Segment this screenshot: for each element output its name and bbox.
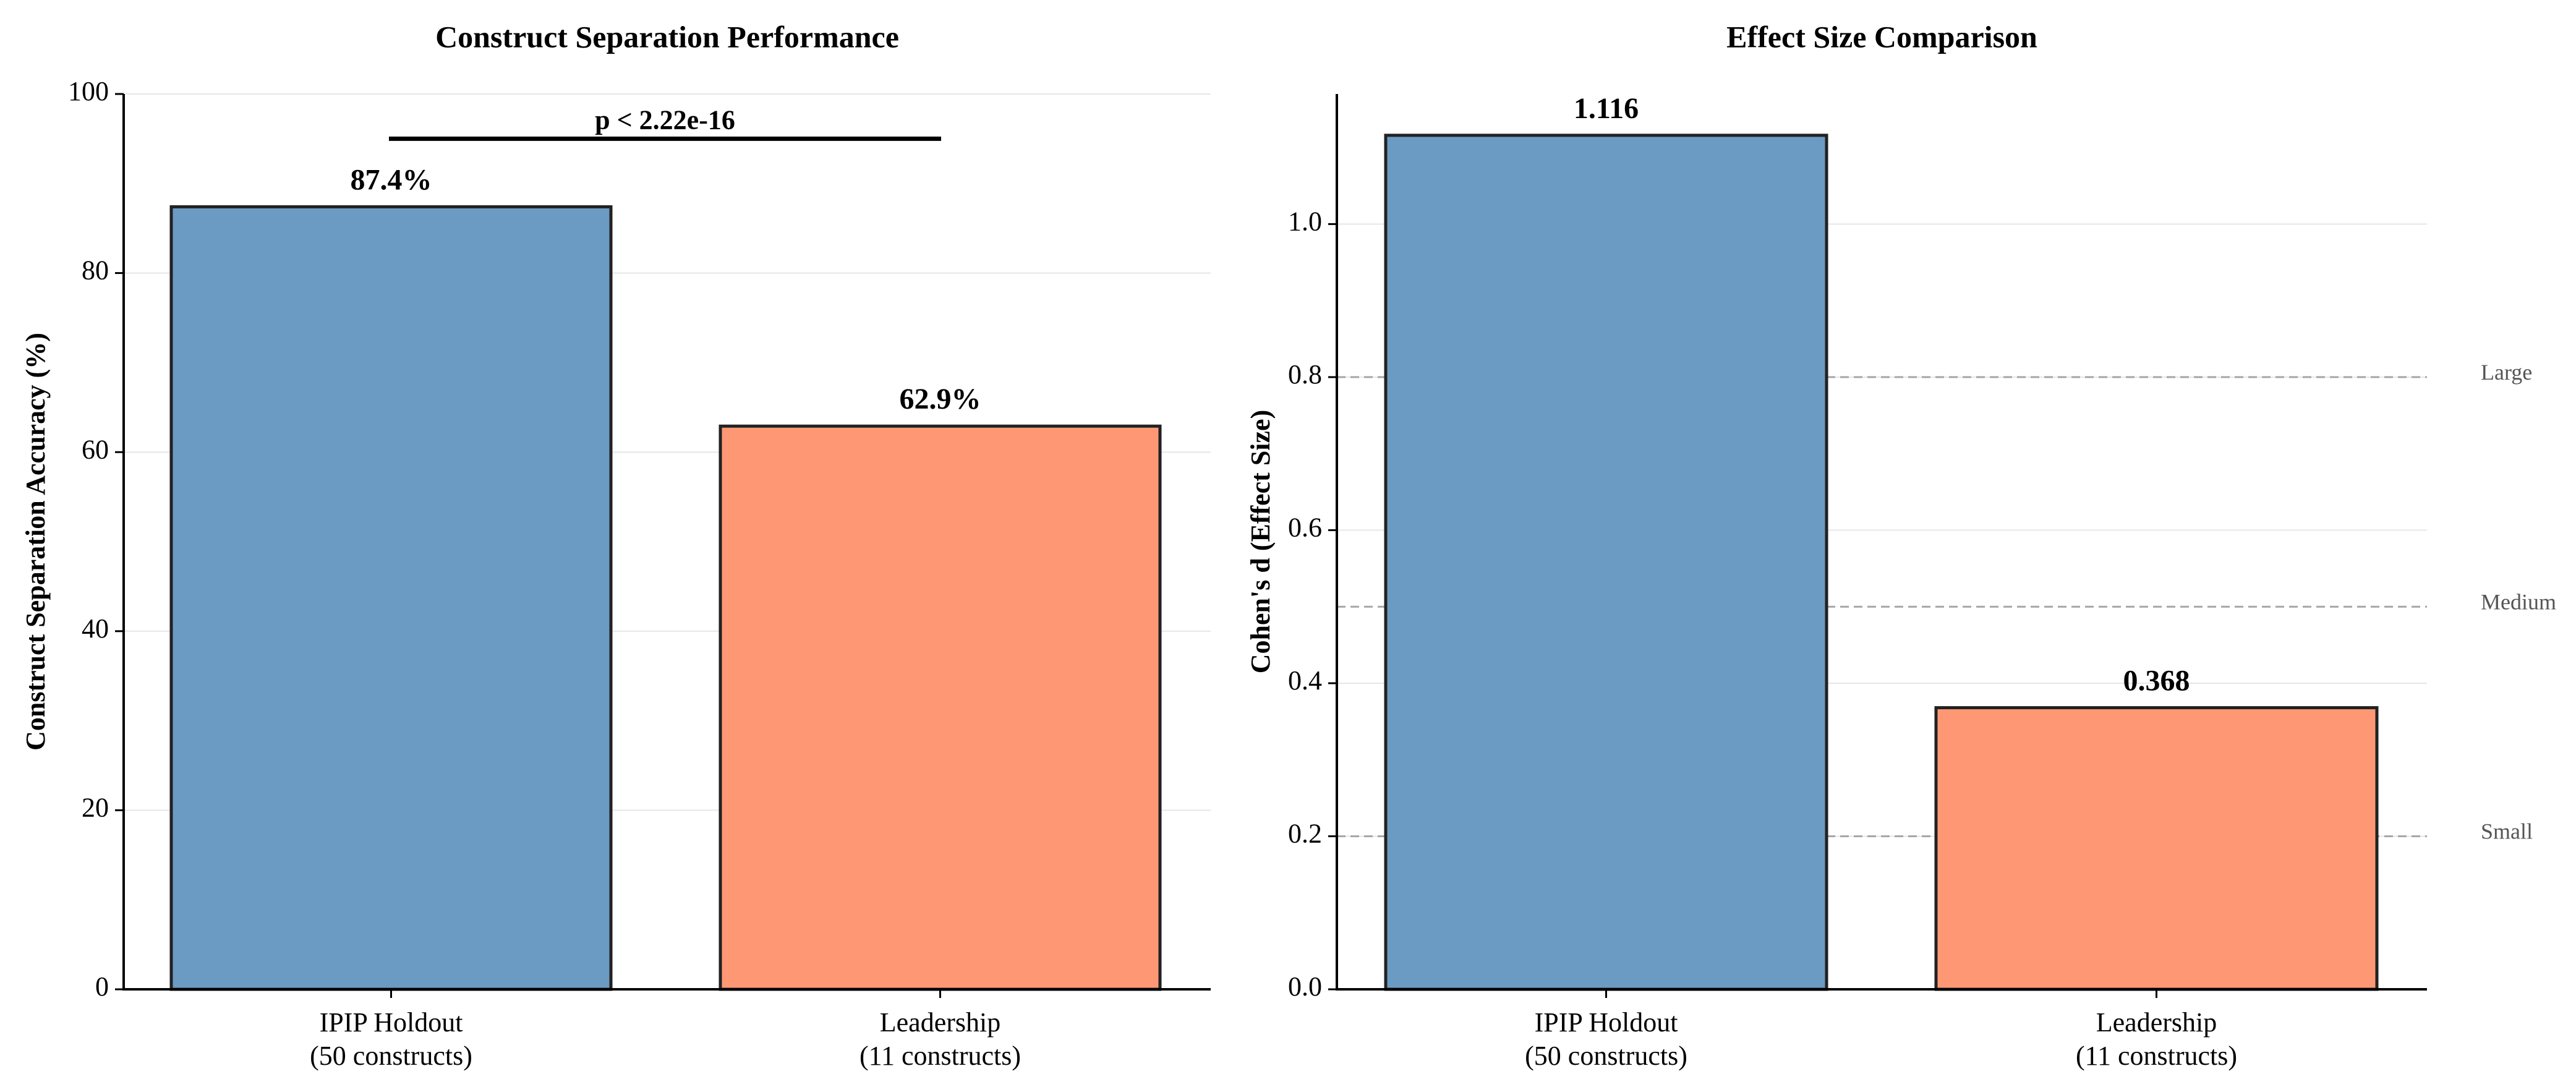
data-label: 62.9% [900,383,981,416]
bar-1 [169,205,613,991]
data-label: 1.116 [1574,92,1639,125]
x-tick-label-line: IPIP Holdout [1535,1007,1678,1038]
y-axis-label: Cohen's d (Effect Size) [1245,410,1276,674]
x-tick-label-line: (50 constructs) [1525,1041,1687,1071]
chart-panel-1: 87.4% 62.9% 0 20 40 60 80 100 IPIP Holdout (50 co… [20,19,1211,1071]
x-tick-label-line: (11 constructs) [859,1041,1021,1071]
bar-1 [1384,134,1828,991]
chart-panel-2: Large Medium Small 1.116 0.368 0.0 0.2 0.4 0.6 0.… [1245,19,2556,1071]
y-tick-label: 0.6 [1288,513,1322,543]
y-axis-label: Construct Separation Accuracy (%) [20,333,51,751]
x-tick-label-line: IPIP Holdout [320,1007,463,1038]
y-tick-label: 20 [82,792,109,822]
x-tick-label: Leadership (11 constructs) [859,1007,1021,1071]
x-tick-label-line: (50 constructs) [310,1041,472,1071]
data-label: 0.368 [2123,665,2190,697]
chart-title: Construct Separation Performance [435,19,899,54]
y-tick-label: 80 [82,255,109,286]
reference-label: Large [2481,360,2532,385]
y-tick-label: 100 [68,76,109,106]
significance-label: p < 2.22e-16 [595,104,735,135]
y-tick-label: 0.2 [1288,819,1322,849]
data-label: 87.4% [351,163,432,196]
reference-label: Medium [2481,589,2556,614]
y-tick-label: 60 [82,434,109,464]
y-tick-label: 40 [82,613,109,644]
x-tick-label-line: Leadership [2096,1007,2217,1038]
y-tick-label: 0.8 [1288,359,1322,390]
y-tick-label: 0.4 [1288,665,1322,696]
y-tick-label: 1.0 [1288,206,1322,236]
x-tick-label-line: (11 constructs) [2076,1041,2237,1071]
x-tick-label-line: Leadership [880,1007,1000,1038]
y-tick-label: 0.0 [1288,971,1322,1002]
bar-2 [1934,706,2379,991]
chart-title: Effect Size Comparison [1726,19,2037,54]
x-tick-label: Leadership (11 constructs) [2076,1007,2237,1071]
x-tick-label: IPIP Holdout (50 constructs) [310,1007,472,1071]
x-tick-label: IPIP Holdout (50 constructs) [1525,1007,1687,1071]
y-tick-label: 0 [95,971,109,1002]
reference-label: Small [2481,819,2533,844]
bar-2 [719,424,1162,991]
